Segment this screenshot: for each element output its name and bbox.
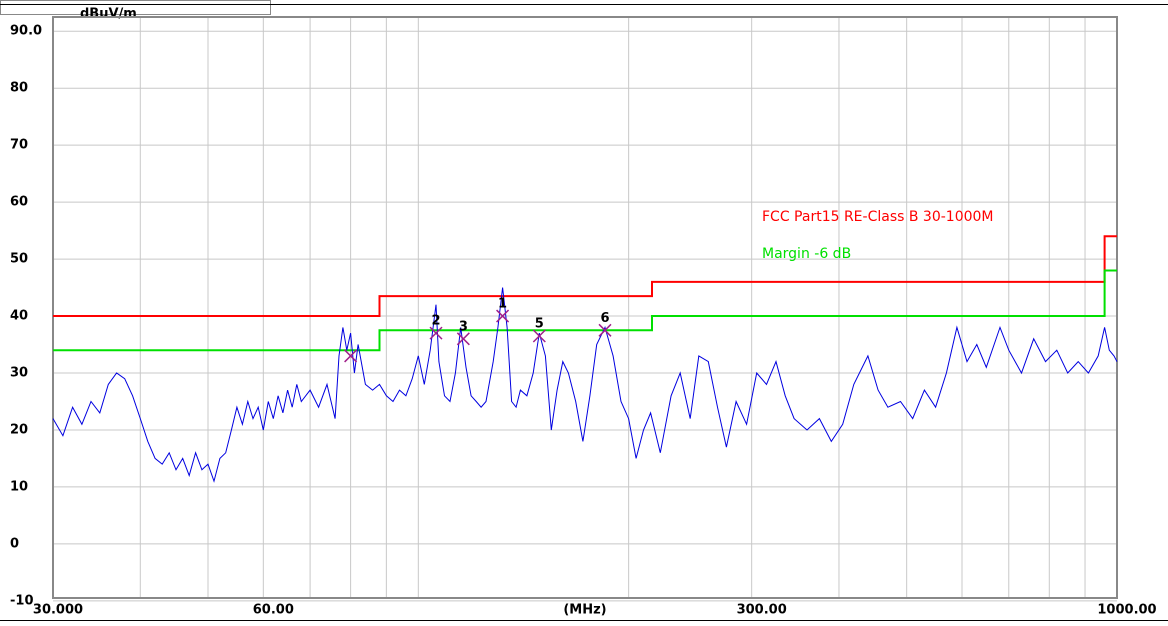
peak-marker [456,332,470,346]
peak-label: 2 [431,314,440,329]
y-tick-label: 20 [10,422,28,437]
y-tick-label: 60 [10,195,28,210]
y-tick-label: 0 [10,536,19,551]
x-tick-label: 300.00 [737,603,787,618]
y-tick-label: 80 [10,81,28,96]
y-tick-label: -10 [10,593,34,608]
peak-label: 5 [535,316,544,331]
y-unit: dBuV/m [80,7,137,22]
plot-frame [52,16,1118,599]
y-tick-label: 70 [10,138,28,153]
peak-marker [532,329,546,343]
y-tick-label: 10 [10,479,28,494]
x-tick-label: 60.00 [253,603,294,618]
peak-marker [496,309,510,323]
legend-entry: FCC Part15 RE-Class B 30-1000M [762,209,994,225]
series-line [52,287,1118,483]
peak-marker [344,349,358,363]
peak-marker [429,326,443,340]
peak-label: 3 [459,319,468,334]
legend-entry: Margin -6 dB [762,246,851,262]
y-tick-label: 90.0 [10,24,42,39]
x-axis-label: (MHz) [563,603,606,618]
y-tick-label: 50 [10,252,28,267]
peak-marker [598,323,612,337]
y-tick-label: 30 [10,366,28,381]
series-line [53,235,1117,317]
peak-label: 6 [600,311,609,326]
x-tick-label: 30.000 [33,603,83,618]
x-tick-label: 1000.00 [1097,603,1156,618]
series-line [53,269,1117,352]
peak-label: 1 [498,297,507,312]
y-tick-label: 40 [10,309,28,324]
